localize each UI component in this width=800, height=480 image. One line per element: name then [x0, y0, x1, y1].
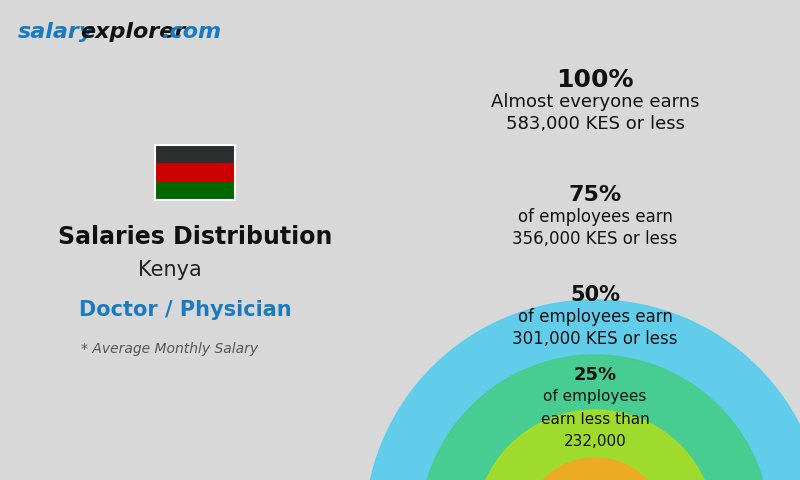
Text: 356,000 KES or less: 356,000 KES or less: [512, 230, 678, 248]
Text: Kenya: Kenya: [138, 260, 202, 280]
Text: .com: .com: [162, 22, 222, 42]
Text: Salaries Distribution: Salaries Distribution: [58, 225, 332, 249]
Text: earn less than: earn less than: [541, 411, 650, 427]
Text: * Average Monthly Salary: * Average Monthly Salary: [82, 342, 258, 356]
Text: Doctor / Physician: Doctor / Physician: [78, 300, 291, 320]
Text: of employees earn: of employees earn: [518, 208, 673, 226]
Text: Almost everyone earns: Almost everyone earns: [490, 93, 699, 111]
Text: salary: salary: [18, 22, 94, 42]
Text: explorer: explorer: [80, 22, 186, 42]
Text: 301,000 KES or less: 301,000 KES or less: [512, 330, 678, 348]
Text: 25%: 25%: [574, 366, 617, 384]
Text: 583,000 KES or less: 583,000 KES or less: [506, 115, 685, 133]
Text: of employees: of employees: [543, 389, 646, 405]
Text: 232,000: 232,000: [564, 433, 626, 448]
Circle shape: [523, 458, 667, 480]
Text: 50%: 50%: [570, 285, 620, 305]
FancyBboxPatch shape: [155, 145, 235, 163]
Circle shape: [365, 300, 800, 480]
Text: 100%: 100%: [556, 68, 634, 92]
FancyBboxPatch shape: [155, 163, 235, 181]
Text: of employees earn: of employees earn: [518, 308, 673, 326]
Circle shape: [475, 410, 715, 480]
FancyBboxPatch shape: [155, 181, 235, 200]
Circle shape: [420, 355, 770, 480]
Text: 75%: 75%: [568, 185, 622, 205]
